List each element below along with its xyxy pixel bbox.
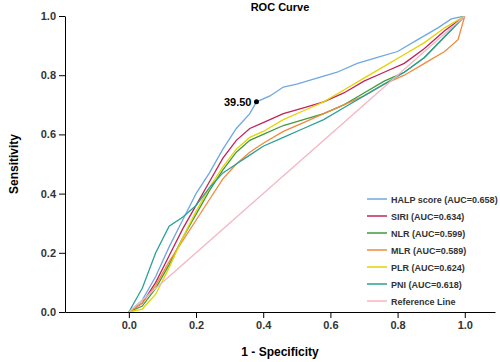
legend: HALP score (AUC=0.658) SIRI (AUC=0.634) NL… xyxy=(367,195,498,307)
chart: 0.0 0.2 0.4 0.6 0.8 1.0 0.0 0.2 0.4 0.6 0.8 1.0 39.5… xyxy=(0,0,500,362)
roc-curve xyxy=(129,16,465,312)
roc-curve xyxy=(129,16,465,312)
legend-label: PNI (AUC=0.618) xyxy=(391,280,462,290)
legend-item: PNI (AUC=0.618) xyxy=(367,280,462,290)
x-tick-mark xyxy=(465,312,466,318)
x-tick-label: 1.0 xyxy=(458,319,473,331)
legend-swatch xyxy=(367,266,387,268)
y-tick-mark xyxy=(59,253,65,254)
x-tick: 0.6 xyxy=(323,312,338,331)
y-tick-label: 0.2 xyxy=(41,247,56,259)
x-tick-mark xyxy=(129,312,130,318)
x-tick-label: 0.2 xyxy=(189,319,204,331)
y-tick-mark xyxy=(59,16,65,17)
legend-swatch xyxy=(367,300,387,302)
y-tick-label: 0.4 xyxy=(41,188,57,200)
x-tick-mark xyxy=(263,312,264,318)
annotation-label: 39.50 xyxy=(224,96,252,108)
legend-swatch xyxy=(367,215,387,217)
y-axis-line xyxy=(65,17,66,313)
roc-curve xyxy=(129,16,465,312)
y-tick: 0.4 xyxy=(41,188,65,200)
y-tick-label: 1.0 xyxy=(41,10,56,22)
legend-item: MLR (AUC=0.589) xyxy=(367,246,466,256)
legend-item: SIRI (AUC=0.634) xyxy=(367,212,464,222)
x-tick-label: 0.4 xyxy=(256,319,272,331)
legend-label: MLR (AUC=0.589) xyxy=(391,246,466,256)
y-tick-mark xyxy=(59,194,65,195)
y-tick: 0.2 xyxy=(41,247,65,259)
y-tick: 0.8 xyxy=(41,69,65,81)
y-axis: 0.0 0.2 0.4 0.6 0.8 1.0 xyxy=(41,10,66,318)
x-axis: 0.0 0.2 0.4 0.6 0.8 1.0 xyxy=(66,312,496,331)
roc-curve xyxy=(129,16,465,312)
x-tick: 0.0 xyxy=(122,312,137,331)
x-tick-label: 0.6 xyxy=(323,319,338,331)
legend-swatch xyxy=(367,249,387,251)
legend-item: PLR (AUC=0.624) xyxy=(367,263,465,273)
legend-label: SIRI (AUC=0.634) xyxy=(391,212,464,222)
x-tick-label: 0.8 xyxy=(390,319,405,331)
y-tick-mark xyxy=(59,134,65,135)
x-axis-line xyxy=(66,312,496,313)
legend-label: NLR (AUC=0.599) xyxy=(391,229,465,239)
legend-item: Reference Line xyxy=(367,297,456,307)
y-tick-mark xyxy=(59,312,65,313)
roc-curve xyxy=(129,16,465,312)
y-tick-label: 0.6 xyxy=(41,128,56,140)
legend-swatch xyxy=(367,232,387,234)
legend-swatch xyxy=(367,198,387,200)
x-axis-title: 1 - Specificity xyxy=(241,345,319,359)
roc-curve xyxy=(129,16,465,312)
y-tick: 0.6 xyxy=(41,128,65,140)
y-tick: 0.0 xyxy=(41,306,65,318)
legend-label: PLR (AUC=0.624) xyxy=(391,263,465,273)
x-tick-mark xyxy=(398,312,399,318)
legend-swatch xyxy=(367,283,387,285)
y-tick-label: 0.0 xyxy=(41,306,56,318)
legend-label: Reference Line xyxy=(391,297,456,307)
x-tick: 1.0 xyxy=(458,312,473,331)
y-tick-mark xyxy=(59,75,65,76)
y-tick-label: 0.8 xyxy=(41,69,56,81)
title: ROC Curve xyxy=(251,1,310,13)
legend-item: NLR (AUC=0.599) xyxy=(367,229,465,239)
x-tick-mark xyxy=(196,312,197,318)
curves xyxy=(129,16,465,312)
x-tick: 0.4 xyxy=(256,312,272,331)
legend-label: HALP score (AUC=0.658) xyxy=(391,195,498,205)
plot-area: 0.0 0.2 0.4 0.6 0.8 1.0 0.0 0.2 0.4 0.6 0.8 1.0 39.5… xyxy=(41,10,498,331)
x-tick-mark xyxy=(330,312,331,318)
x-tick: 0.8 xyxy=(390,312,405,331)
x-tick: 0.2 xyxy=(189,312,204,331)
y-tick: 1.0 xyxy=(41,10,65,22)
roc-curve xyxy=(129,16,465,312)
x-tick-label: 0.0 xyxy=(122,319,137,331)
legend-item: HALP score (AUC=0.658) xyxy=(367,195,498,205)
y-axis-title: Sensitivity xyxy=(7,134,21,194)
annotation-dot xyxy=(254,99,259,104)
